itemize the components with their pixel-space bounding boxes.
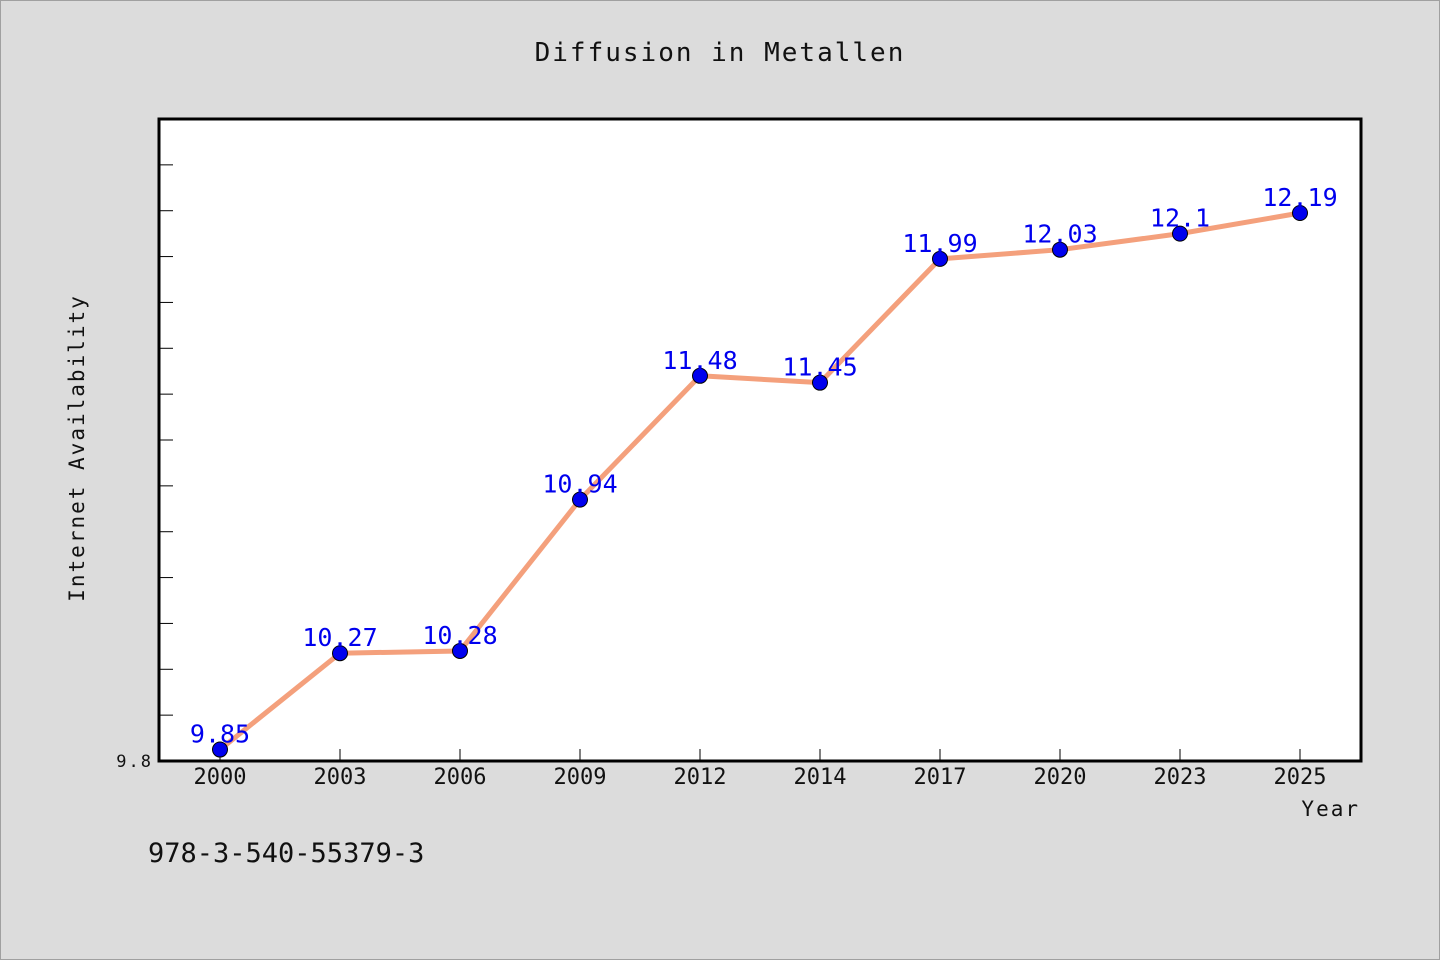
y-ticks: 9.8 [116, 164, 173, 772]
x-tick-label: 2025 [1274, 765, 1327, 790]
data-markers [212, 205, 1308, 758]
x-axis-label: Year [1301, 797, 1360, 821]
data-labels: 9.85 10.27 10.28 10.94 11.48 11.45 11.99 12.03 1… [190, 183, 1338, 749]
data-point [212, 741, 228, 758]
data-label: 12.19 [1262, 183, 1337, 212]
x-ticks: 2000 2003 2006 2009 2012 2014 2017 2020 2023 2025 [194, 749, 1327, 790]
data-point [572, 491, 588, 508]
x-tick-label: 2006 [434, 765, 487, 790]
y-axis-label: Internet Availability [65, 294, 89, 602]
data-point [932, 250, 948, 267]
x-tick-label: 2023 [1154, 765, 1207, 790]
data-point [1052, 241, 1068, 258]
data-point [692, 367, 708, 384]
data-point [332, 645, 348, 662]
data-label: 12.1 [1150, 204, 1210, 233]
data-label: 10.28 [422, 621, 497, 650]
data-label: 11.48 [662, 346, 737, 375]
data-label: 10.94 [542, 470, 617, 499]
data-label: 10.27 [302, 623, 377, 652]
data-point [1292, 205, 1308, 222]
chart-title: Diffusion in Metallen [535, 38, 906, 68]
x-tick-label: 2003 [314, 765, 367, 790]
x-tick-label: 2020 [1034, 765, 1087, 790]
y-tick-label: 9.8 [116, 752, 153, 772]
data-label: 12.03 [1022, 220, 1097, 249]
x-tick-label: 2017 [914, 765, 967, 790]
x-tick-label: 2014 [794, 765, 847, 790]
x-tick-label: 2009 [554, 765, 607, 790]
data-label: 11.45 [782, 353, 857, 382]
data-label: 11.99 [902, 229, 977, 258]
data-point [812, 374, 828, 391]
x-tick-label: 2000 [194, 765, 247, 790]
series-line [218, 210, 1301, 752]
data-point [1172, 225, 1188, 242]
data-label: 9.85 [190, 720, 250, 749]
data-point [452, 642, 468, 659]
footnote: 978-3-540-55379-3 [148, 838, 424, 869]
x-tick-label: 2012 [674, 765, 727, 790]
